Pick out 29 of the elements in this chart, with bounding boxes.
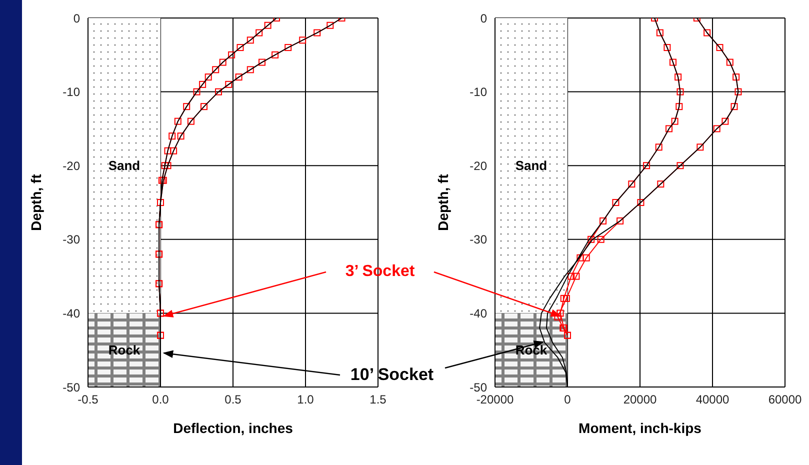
y-tick-label: -30 bbox=[62, 232, 80, 247]
y-tick-label: -50 bbox=[470, 380, 488, 394]
x-tick-label: -20000 bbox=[476, 392, 514, 407]
x-tick-label: 0 bbox=[564, 392, 572, 407]
x-tick-label: 0.5 bbox=[224, 392, 242, 407]
y-tick-label: -30 bbox=[470, 232, 488, 247]
y-tick-label: 0 bbox=[73, 11, 80, 26]
y-tick-label: -10 bbox=[470, 85, 488, 100]
y-tick-label: -50 bbox=[62, 380, 80, 394]
x-tick-label: 1.5 bbox=[370, 392, 387, 407]
band-label: Sand bbox=[515, 158, 548, 174]
y-tick-label: -10 bbox=[62, 85, 80, 100]
x-tick-label: 20000 bbox=[623, 392, 658, 407]
x-tick-label: 1.0 bbox=[297, 392, 314, 407]
band-label: Sand bbox=[108, 158, 140, 174]
x-axis-title: Moment, inch-kips bbox=[578, 420, 702, 436]
x-axis-title: Deflection, inches bbox=[173, 420, 294, 436]
y-axis-title: Depth, ft bbox=[434, 174, 451, 231]
annotation: 10’ Socket bbox=[350, 365, 434, 384]
y-tick-label: -20 bbox=[62, 158, 80, 173]
x-tick-label: 40000 bbox=[696, 392, 730, 407]
y-tick-label: -40 bbox=[62, 306, 80, 320]
x-tick-label: -0.5 bbox=[78, 392, 99, 407]
y-tick-label: -20 bbox=[470, 158, 488, 173]
y-tick-label: -40 bbox=[470, 306, 488, 320]
y-tick-label: 0 bbox=[480, 11, 488, 26]
y-axis-title: Depth, ft bbox=[28, 174, 44, 231]
x-tick-label: 0.0 bbox=[152, 392, 170, 407]
x-tick-label: 60000 bbox=[768, 392, 802, 407]
